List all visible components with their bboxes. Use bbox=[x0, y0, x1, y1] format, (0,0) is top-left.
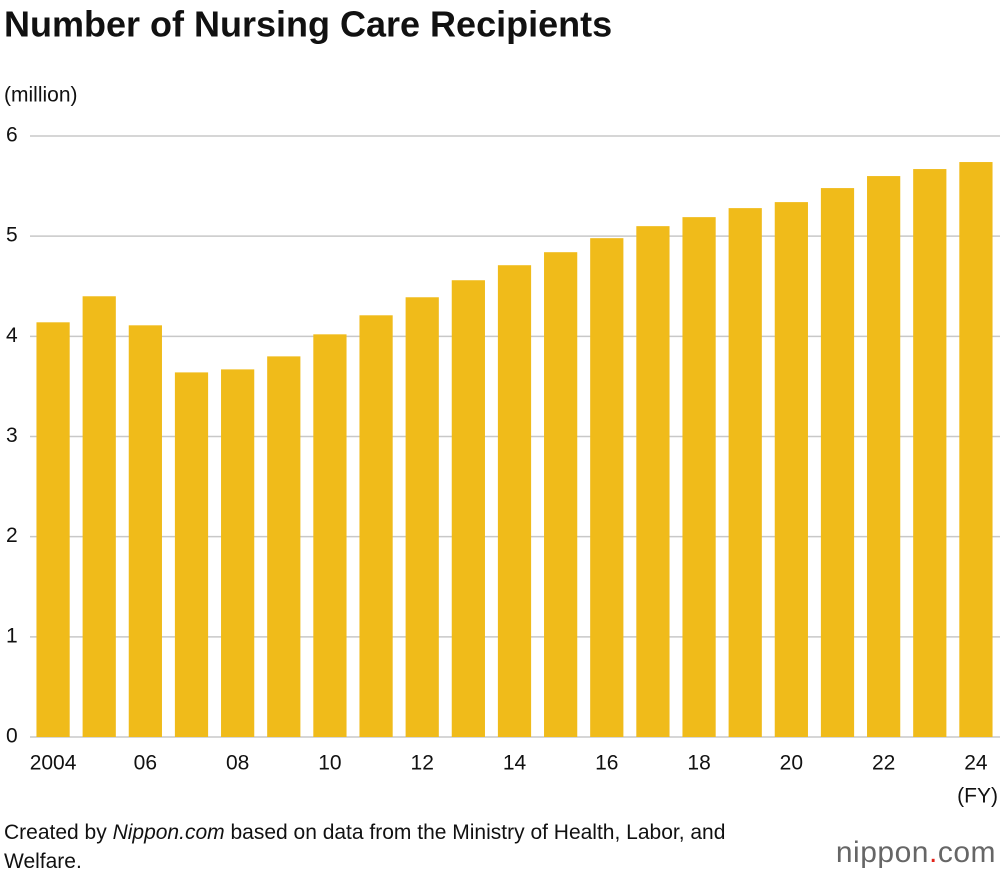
x-tick-label: 06 bbox=[134, 752, 157, 775]
bar bbox=[590, 238, 624, 738]
bar bbox=[867, 176, 901, 738]
x-tick-label: 20 bbox=[780, 752, 803, 775]
bar bbox=[913, 169, 947, 737]
y-tick-label: 0 bbox=[6, 725, 18, 748]
chart: Number of Nursing Care Recipients (milli… bbox=[4, 4, 1000, 808]
source-site: Nippon.com bbox=[112, 821, 225, 844]
bar bbox=[544, 252, 578, 737]
bar bbox=[497, 265, 532, 737]
bar bbox=[636, 226, 670, 737]
bar bbox=[774, 202, 808, 738]
chart-title: Number of Nursing Care Recipients bbox=[4, 4, 612, 45]
x-axis-label: (FY) bbox=[957, 785, 998, 808]
bar bbox=[359, 315, 393, 737]
y-tick-label: 6 bbox=[6, 124, 18, 147]
x-tick-label: 18 bbox=[687, 752, 710, 775]
x-tick-label: 16 bbox=[595, 752, 618, 775]
logo-tld: com bbox=[937, 836, 996, 869]
y-tick-label: 2 bbox=[6, 524, 18, 547]
bar bbox=[82, 296, 116, 737]
source-prefix: Created by bbox=[4, 821, 113, 844]
bar bbox=[174, 372, 209, 737]
bar bbox=[313, 334, 347, 737]
bar bbox=[820, 188, 855, 737]
bar bbox=[36, 322, 70, 737]
x-tick-label: 14 bbox=[503, 752, 527, 775]
bar bbox=[728, 208, 762, 737]
bar bbox=[221, 369, 255, 737]
logo-name: nippon bbox=[835, 836, 929, 869]
source-suffix: based on data from the Ministry of Healt… bbox=[4, 821, 726, 873]
x-tick-label: 22 bbox=[872, 752, 895, 775]
y-tick-label: 3 bbox=[6, 424, 18, 447]
y-axis-label: (million) bbox=[4, 84, 78, 107]
bar bbox=[267, 356, 301, 737]
x-tick-label: 24 bbox=[964, 752, 988, 775]
x-tick-label: 2004 bbox=[30, 752, 77, 775]
x-tick-label: 08 bbox=[226, 752, 249, 775]
logo: nippon.com bbox=[836, 836, 996, 870]
x-tick-label: 12 bbox=[411, 752, 434, 775]
y-tick-label: 5 bbox=[6, 224, 18, 247]
bar bbox=[959, 162, 993, 737]
x-tick-label: 10 bbox=[318, 752, 341, 775]
bar bbox=[682, 217, 716, 737]
bar bbox=[451, 280, 485, 737]
y-tick-label: 4 bbox=[6, 324, 18, 347]
source-note: Created by Nippon.com based on data from… bbox=[4, 818, 764, 876]
bar bbox=[405, 297, 439, 737]
logo-dot: . bbox=[928, 836, 938, 869]
y-tick-label: 1 bbox=[6, 624, 18, 647]
bar bbox=[128, 325, 162, 737]
